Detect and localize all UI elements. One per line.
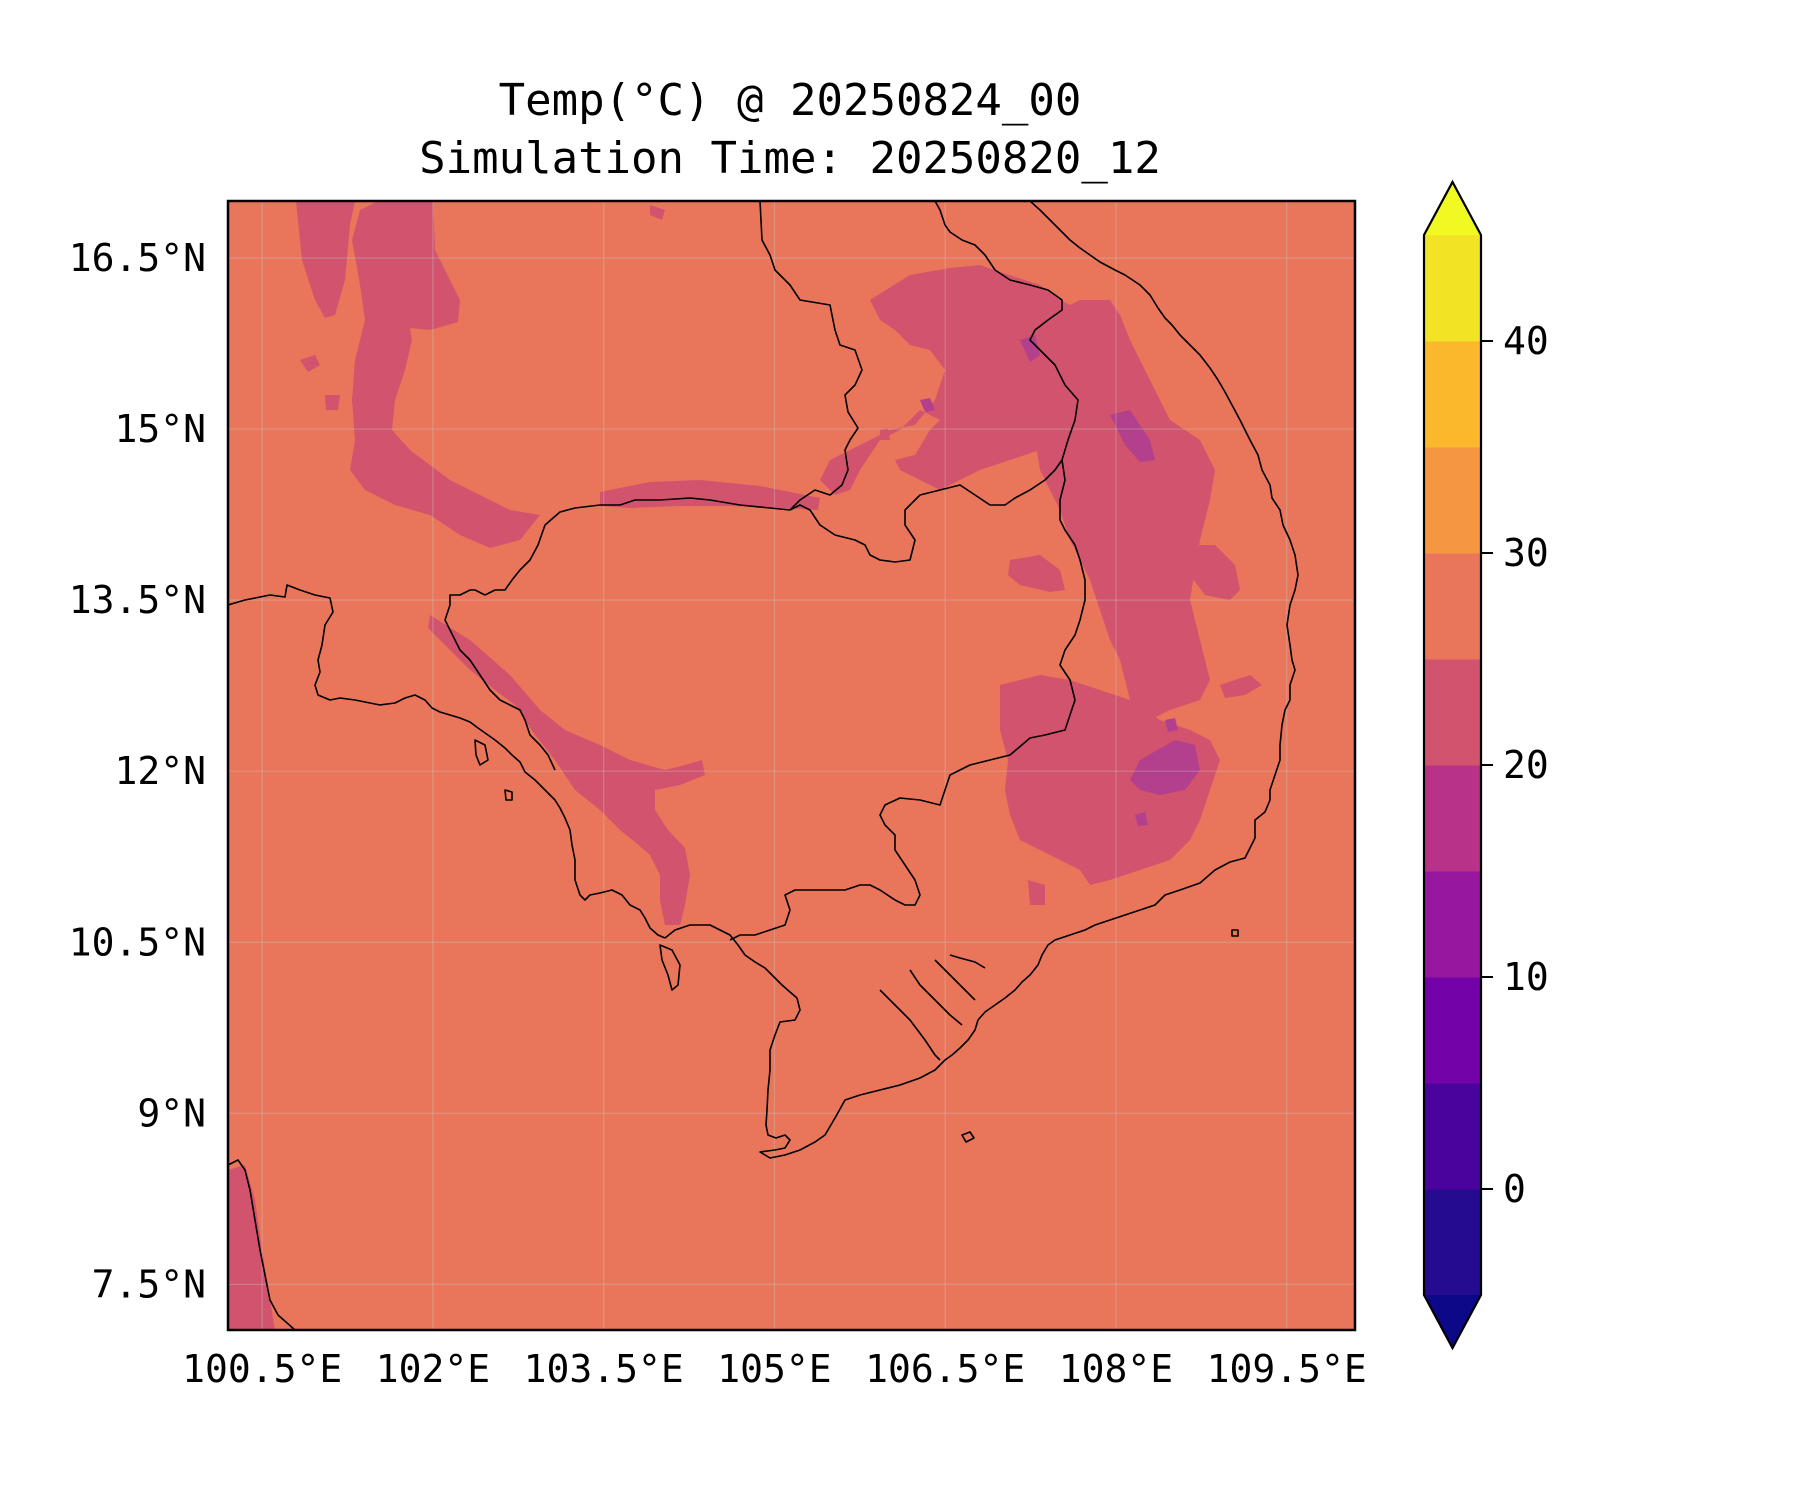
latitude-tick-label: 12°N bbox=[114, 749, 206, 793]
colorbar-tick-label: 30 bbox=[1503, 531, 1549, 575]
colorbar-ticks: 0 10 20 30 40 bbox=[1481, 319, 1549, 1211]
title-line-2: Simulation Time: 20250820_12 bbox=[419, 133, 1161, 184]
contour-cool-small-1 bbox=[1008, 555, 1065, 592]
delta-river-mouth-4 bbox=[949, 954, 986, 969]
contour-cool-small-5 bbox=[880, 428, 890, 440]
contour-cool-small-3 bbox=[300, 355, 320, 372]
colorbar-level-swatch bbox=[1424, 765, 1481, 872]
contour-cold-highlands bbox=[1130, 740, 1200, 795]
contour-cold-small-2 bbox=[1020, 335, 1040, 362]
contour-cool-top-center bbox=[650, 205, 665, 220]
country-border-laos-vietnam bbox=[934, 201, 1079, 461]
island-east-small bbox=[1231, 929, 1239, 937]
contour-cool-cambodia-west bbox=[428, 615, 705, 925]
colorbar-level-swatch bbox=[1424, 659, 1481, 766]
contour-cool-small-4 bbox=[325, 395, 340, 410]
colorbar: 0 10 20 30 40 bbox=[1422, 179, 1549, 1351]
country-border-cambodia-vietnam bbox=[729, 459, 1086, 941]
contour-cool-coast-east-2 bbox=[1220, 675, 1262, 698]
colorbar-level-swatch bbox=[1424, 553, 1481, 660]
graticule bbox=[228, 201, 1355, 1330]
contour-cold-small-1 bbox=[1110, 410, 1155, 462]
coastlines-and-borders bbox=[228, 201, 1299, 1330]
country-border-cambodia-north bbox=[484, 497, 791, 596]
contour-cool-coast-east bbox=[1190, 545, 1240, 600]
latitude-tick-label: 16.5°N bbox=[69, 236, 206, 280]
country-border-thailand-cambodia-west bbox=[444, 589, 556, 771]
contour-cool-small-2 bbox=[1028, 880, 1045, 905]
colorbar-level-swatch bbox=[1424, 341, 1481, 448]
island-west-small bbox=[504, 789, 513, 801]
latitude-tick-label: 15°N bbox=[114, 407, 206, 451]
colorbar-tick-label: 20 bbox=[1503, 743, 1549, 787]
longitude-tick-label: 103.5°E bbox=[524, 1347, 684, 1391]
contour-cold-small-5 bbox=[1135, 812, 1148, 826]
island-kong bbox=[474, 739, 489, 766]
colorbar-level-swatch bbox=[1424, 1189, 1481, 1296]
latitude-tick-label: 13.5°N bbox=[69, 578, 206, 622]
contour-cool-north-border bbox=[600, 480, 820, 510]
contour-cool-north-west bbox=[296, 201, 355, 318]
longitude-tick-label: 108°E bbox=[1059, 1347, 1173, 1391]
country-border-thailand-laos bbox=[759, 201, 863, 511]
coastline-vietnam-east bbox=[1029, 201, 1299, 606]
coastline-south-west bbox=[228, 1159, 296, 1330]
longitude-tick-label: 100.5°E bbox=[182, 1347, 342, 1391]
colorbar-tick-label: 10 bbox=[1503, 955, 1549, 999]
contour-cool-north-west-2 bbox=[350, 201, 540, 548]
longitude-ticks: 100.5°E 102°E 103.5°E 105°E 106.5°E 108°E 109.… bbox=[182, 1347, 1367, 1391]
colorbar-level-swatch bbox=[1424, 871, 1481, 978]
colorbar-level-swatch bbox=[1424, 1083, 1481, 1190]
colorbar-over-arrow bbox=[1424, 182, 1481, 235]
colorbar-level-swatch bbox=[1424, 235, 1481, 342]
longitude-tick-label: 105°E bbox=[717, 1347, 831, 1391]
colorbar-tick-label: 0 bbox=[1503, 1167, 1526, 1211]
island-phu-quoc bbox=[659, 944, 681, 991]
map-panel: 100.5°E 102°E 103.5°E 105°E 106.5°E 108°E 109.… bbox=[69, 199, 1367, 1391]
longitude-tick-label: 102°E bbox=[376, 1347, 490, 1391]
country-border-laos-cambodia bbox=[789, 459, 1063, 563]
colorbar-under-arrow bbox=[1424, 1295, 1481, 1348]
delta-river-mouth-1 bbox=[879, 989, 941, 1061]
temperature-contours bbox=[228, 201, 1355, 1330]
colorbar-level-swatch bbox=[1424, 977, 1481, 1084]
longitude-tick-label: 106.5°E bbox=[865, 1347, 1025, 1391]
island-con-son bbox=[961, 1131, 975, 1143]
contour-cool-vietnam-highland bbox=[1035, 300, 1215, 720]
longitude-tick-label: 109.5°E bbox=[1207, 1347, 1367, 1391]
delta-river-mouth-2 bbox=[909, 969, 963, 1026]
delta-river-mouth-3 bbox=[934, 959, 976, 1001]
coastline-gulf-of-thailand-west bbox=[228, 584, 666, 939]
latitude-tick-label: 10.5°N bbox=[69, 920, 206, 964]
contour-cold-small-3 bbox=[920, 398, 935, 412]
contour-cool-south-west-edge bbox=[228, 1165, 275, 1330]
colorbar-level-swatch bbox=[1424, 447, 1481, 554]
colorbar-levels bbox=[1422, 179, 1483, 1351]
contour-cool-central-highlands bbox=[1000, 675, 1220, 885]
map-frame bbox=[226, 199, 1357, 1332]
latitude-tick-label: 9°N bbox=[137, 1091, 206, 1135]
title-line-1: Temp(°C) @ 20250824_00 bbox=[499, 75, 1082, 126]
colorbar-tick-label: 40 bbox=[1503, 319, 1549, 363]
contour-cold-small-4 bbox=[1165, 718, 1178, 732]
coastline-gulf-of-thailand-east bbox=[664, 924, 979, 1159]
latitude-tick-label: 7.5°N bbox=[92, 1262, 206, 1306]
colorbar-outline bbox=[1422, 179, 1483, 1351]
coastline-mekong-delta bbox=[977, 604, 1296, 1021]
latitude-ticks: 16.5°N 15°N 13.5°N 12°N 10.5°N 9°N 7.5°N bbox=[69, 236, 206, 1306]
